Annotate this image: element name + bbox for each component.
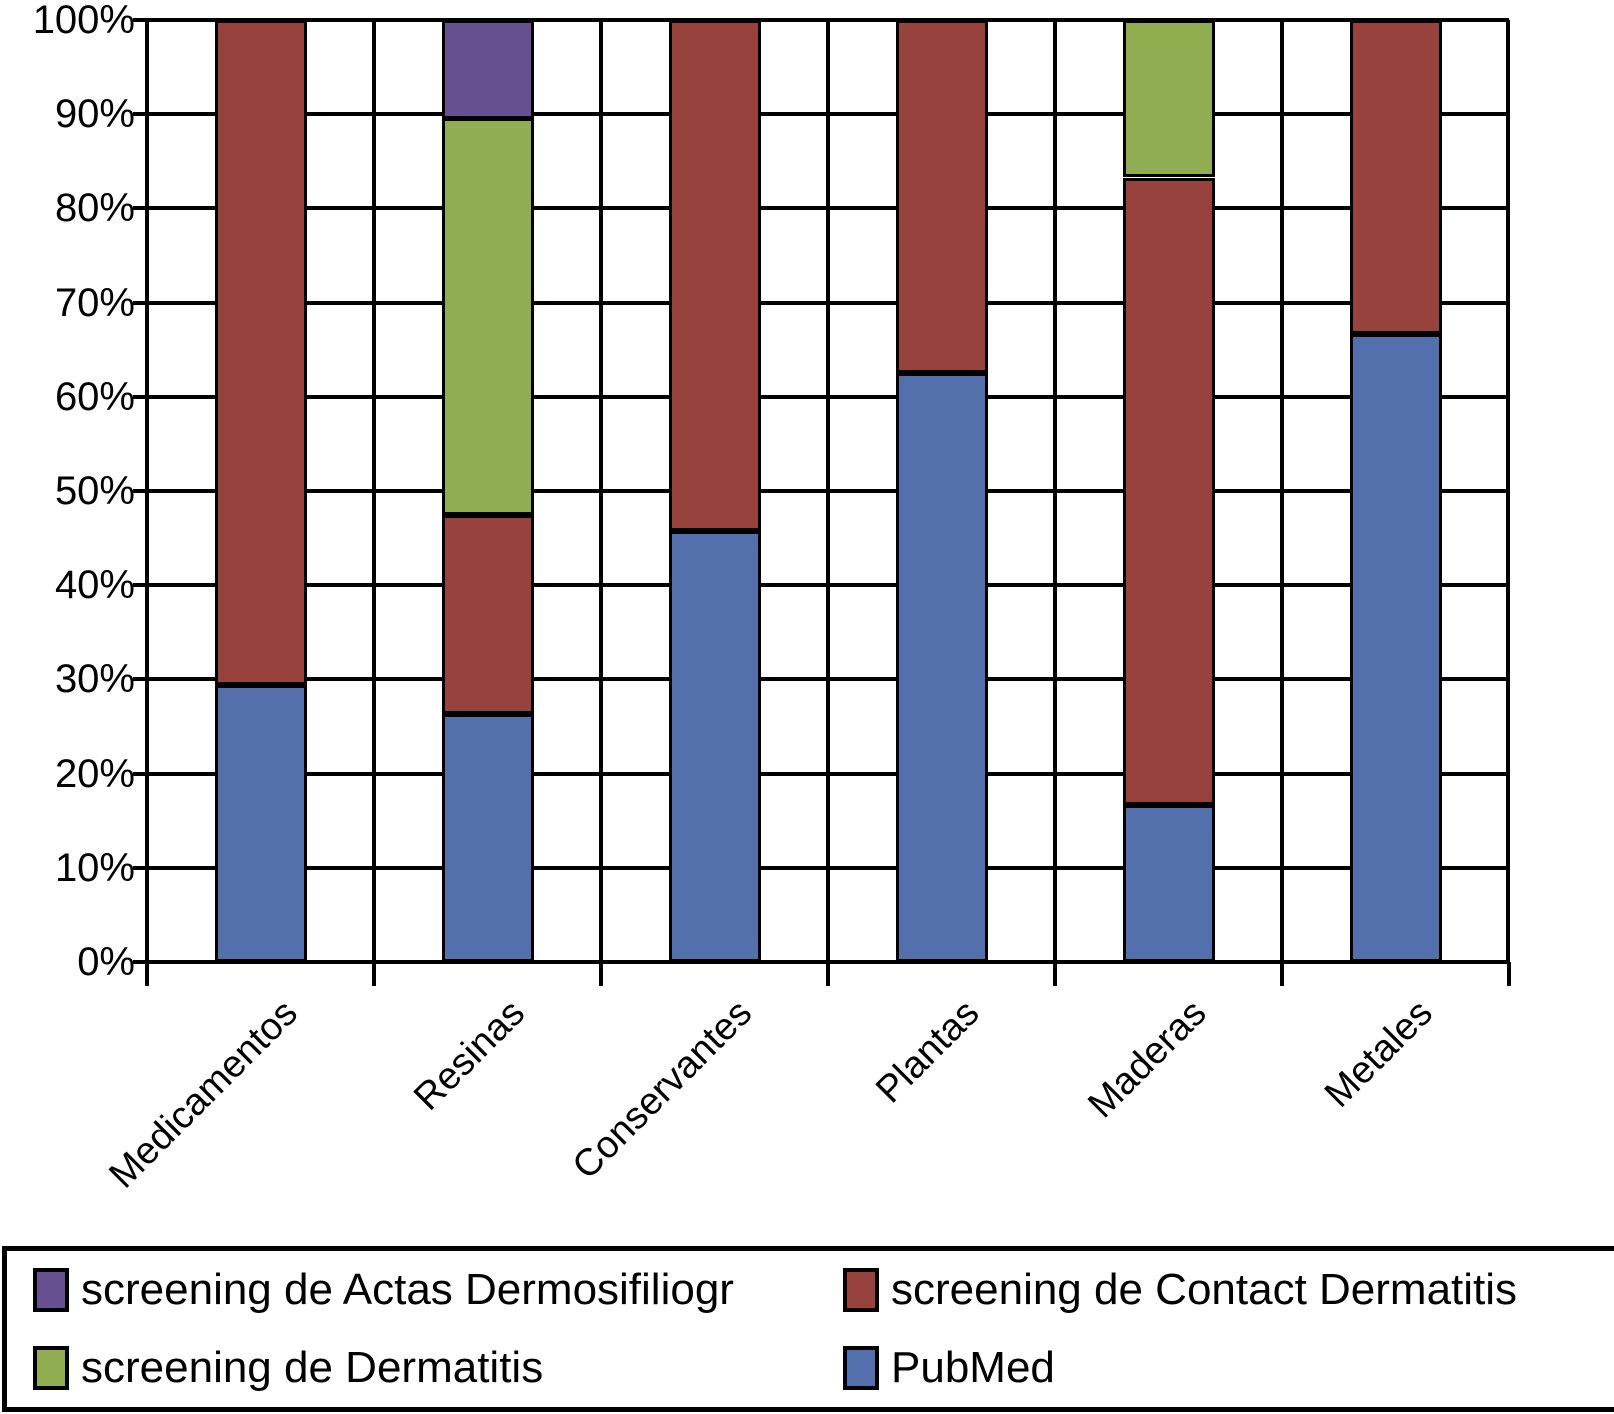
plot-area [133, 18, 1511, 986]
gridline-vertical [1280, 20, 1284, 962]
bar-segment [1122, 805, 1215, 962]
y-axis-tick-label: 100% [32, 0, 135, 42]
x-axis-tick [599, 962, 603, 986]
legend-item-contact-dermatitis: screening de Contact Dermatitis [843, 1265, 1614, 1315]
bar-segment [1349, 20, 1442, 334]
gridline-horizontal [133, 18, 1509, 22]
y-axis-tick-label: 10% [54, 845, 135, 890]
legend-swatch-green [33, 1346, 69, 1390]
gridline-vertical [1053, 20, 1057, 962]
x-axis-category-label: Plantas [867, 992, 988, 1112]
gridline-horizontal [133, 960, 1509, 964]
x-axis-category-label: Metales [1317, 992, 1442, 1116]
y-axis-tick-label: 0% [77, 940, 135, 984]
bar-segment [214, 20, 307, 685]
gridline-horizontal [133, 394, 1509, 399]
bar-segment [214, 685, 307, 962]
y-axis-tick-label: 50% [54, 469, 135, 513]
y-axis-line [145, 20, 149, 962]
bar-segment [1349, 334, 1442, 962]
gridline-horizontal [133, 206, 1509, 211]
bar-segment [1122, 20, 1215, 177]
legend-label: screening de Contact Dermatitis [891, 1265, 1518, 1314]
y-axis-tick-label: 70% [54, 280, 135, 325]
gridline-horizontal [133, 865, 1509, 870]
bar-segment [441, 515, 534, 714]
y-axis-tick-label: 60% [54, 374, 135, 419]
bar-segment [441, 714, 534, 962]
gridline-horizontal [133, 112, 1509, 117]
x-axis-tick [1507, 962, 1511, 986]
bar-segment [441, 118, 534, 515]
legend-label: screening de Actas Dermosifiliogr [81, 1265, 734, 1314]
gridline-horizontal [133, 677, 1509, 682]
legend-swatch-purple [33, 1268, 69, 1312]
bar-segment [895, 20, 988, 373]
legend-label: PubMed [891, 1343, 1055, 1392]
legend-item-actas: screening de Actas Dermosifiliogr [33, 1265, 843, 1315]
gridline-vertical [1506, 20, 1510, 962]
legend-item-pubmed: PubMed [843, 1343, 1614, 1393]
bar-segment [441, 20, 534, 119]
x-axis-tick [145, 962, 149, 986]
y-axis-tick-label: 20% [54, 751, 135, 796]
y-axis-tick-label: 80% [54, 186, 135, 231]
gridline-vertical [372, 20, 376, 962]
x-axis-category-label: Conservantes [564, 992, 761, 1188]
chart-legend: screening de Actas Dermosifiliogr screen… [2, 1246, 1614, 1412]
legend-swatch-blue [843, 1346, 879, 1390]
gridline-vertical [826, 20, 830, 962]
x-axis-tick [1280, 962, 1284, 986]
gridline-horizontal [133, 583, 1509, 588]
bar-segment [1122, 178, 1215, 805]
legend-label: screening de Dermatitis [81, 1343, 544, 1392]
x-axis-tick [826, 962, 830, 986]
x-axis-tick [1053, 962, 1057, 986]
x-axis-category-label: Resinas [406, 992, 534, 1119]
gridline-horizontal [133, 771, 1509, 776]
x-axis-category-label: Medicamentos [101, 992, 307, 1197]
gridline-vertical [599, 20, 603, 962]
bar-segment [668, 20, 761, 531]
bar-segment [668, 531, 761, 962]
bar-segment [895, 373, 988, 962]
y-axis-tick-label: 90% [54, 92, 135, 137]
y-axis-tick-label: 30% [54, 657, 135, 702]
legend-swatch-red [843, 1268, 879, 1312]
legend-item-dermatitis: screening de Dermatitis [33, 1343, 843, 1393]
y-axis-tick-label: 40% [54, 563, 135, 608]
gridline-horizontal [133, 489, 1509, 493]
gridline-horizontal [133, 300, 1509, 305]
x-axis-tick [372, 962, 376, 986]
x-axis-category-label: Maderas [1079, 992, 1215, 1127]
